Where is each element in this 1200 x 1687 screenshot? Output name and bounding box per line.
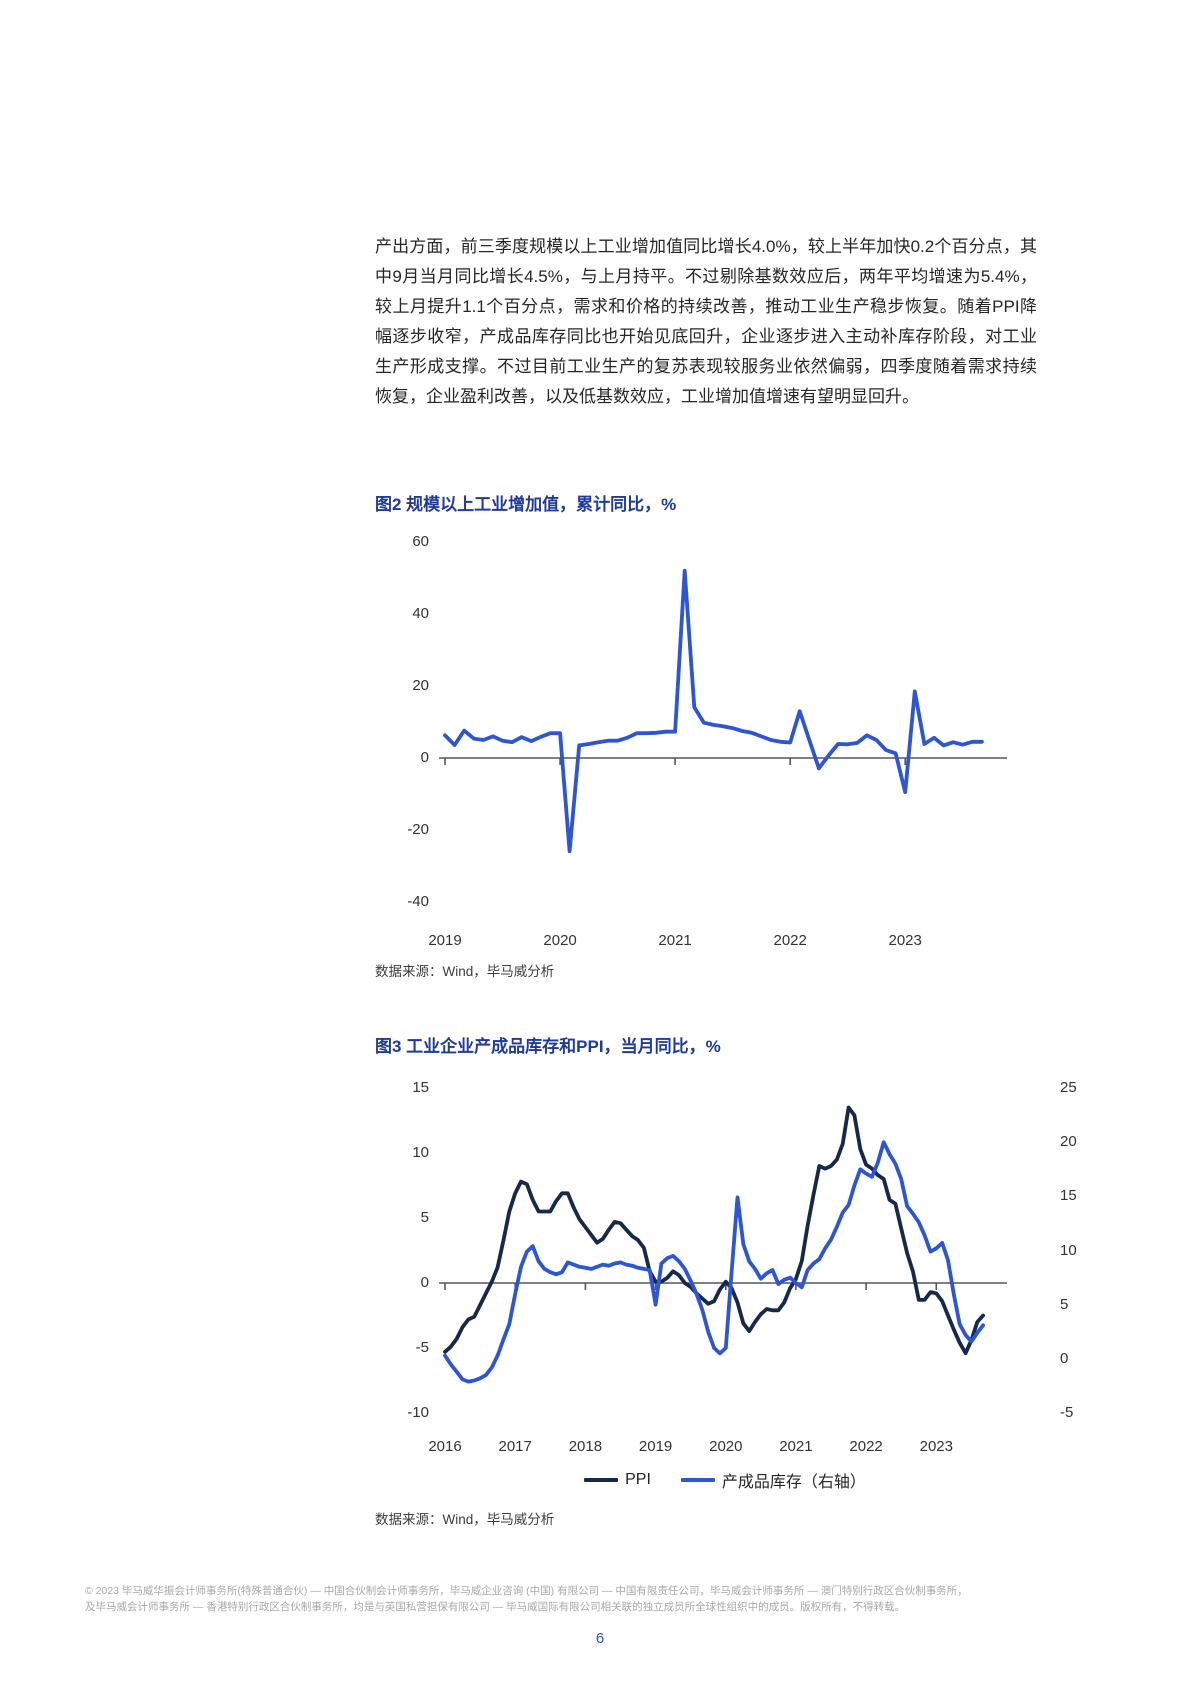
x-axis-label: 2018 bbox=[568, 1438, 603, 1455]
figure3-line-chart: PPI 产成品库存（右轴） 15 10 5 0 -5 -10 25 20 15 10 5 0 -5 201… bbox=[375, 1060, 1095, 1492]
x-axis-label: 2019 bbox=[638, 1438, 673, 1455]
inventory-line-swatch bbox=[680, 1478, 715, 1482]
y-axis-label: 20 bbox=[412, 677, 429, 694]
figure3-source: 数据来源：Wind，毕马威分析 bbox=[375, 1512, 555, 1527]
right-y-axis-label: 25 bbox=[1060, 1079, 1077, 1096]
x-axis-label: 2021 bbox=[658, 932, 692, 949]
x-axis-label: 2023 bbox=[919, 1438, 953, 1455]
right-y-axis-label: -5 bbox=[1060, 1404, 1074, 1421]
x-axis-label: 2021 bbox=[779, 1438, 813, 1455]
copyright-footer-line1: © 2023 毕马威华振会计师事务所(特殊普通合伙) — 中国合伙制会计师事务所… bbox=[85, 1585, 968, 1597]
right-y-axis-label: 5 bbox=[1060, 1295, 1069, 1313]
x-axis-line bbox=[439, 757, 1007, 765]
figure3-title: 图3 工业企业产成品库存和PPI，当月同比，% bbox=[375, 1037, 721, 1056]
y-axis-label: 0 bbox=[420, 1274, 429, 1291]
legend-label-inventory: 产成品库存（右轴） bbox=[721, 1474, 866, 1491]
x-axis-label: 2016 bbox=[428, 1438, 462, 1455]
y-axis-label: 15 bbox=[412, 1079, 429, 1096]
figure3-legend: PPI 产成品库存（右轴） bbox=[375, 1468, 1075, 1492]
series-line-PPI bbox=[443, 1105, 985, 1356]
copyright-footer-line2: 及毕马威会计师事务所 — 香港特别行政区合伙制事务所，均是与英国私营担保有限公司… bbox=[85, 1601, 906, 1614]
y-axis-label: -10 bbox=[407, 1404, 429, 1421]
y-axis-label: 10 bbox=[412, 1144, 429, 1161]
figure2-plot-area bbox=[439, 568, 1007, 854]
figure2-title: 图2 规模以上工业增加值，累计同比，% bbox=[375, 495, 677, 514]
right-y-axis-label: 20 bbox=[1060, 1133, 1077, 1151]
ppi-line-swatch bbox=[584, 1478, 619, 1482]
right-y-axis-label: 0 bbox=[1060, 1349, 1069, 1367]
figure2-line-chart: 60 40 20 0 -20 -40 2019 2020 2021 2022 2023 bbox=[375, 520, 1095, 960]
series-line-产成品库存（右轴） bbox=[443, 1140, 985, 1384]
legend-item-ppi: PPI bbox=[584, 1471, 651, 1489]
y-axis-label: 5 bbox=[420, 1209, 429, 1226]
y-axis-label: 0 bbox=[420, 749, 429, 766]
figure3-plot-area bbox=[439, 1105, 1007, 1384]
x-axis-label: 2017 bbox=[498, 1438, 532, 1455]
x-axis-label: 2020 bbox=[543, 932, 577, 949]
right-y-axis-label: 10 bbox=[1060, 1241, 1077, 1259]
x-axis-label: 2022 bbox=[849, 1438, 883, 1455]
legend-item-inventory: 产成品库存（右轴） bbox=[680, 1468, 866, 1492]
legend-label-ppi: PPI bbox=[625, 1471, 651, 1488]
copyright-footer: © 2023 毕马威华振会计师事务所(特殊普通合伙) — 中国合伙制会计师事务所… bbox=[85, 1583, 1117, 1616]
y-axis-label: -20 bbox=[407, 821, 429, 838]
right-y-axis-label: 15 bbox=[1060, 1187, 1077, 1205]
x-axis-label: 2022 bbox=[773, 932, 807, 949]
figure2-source: 数据来源：Wind，毕马威分析 bbox=[375, 964, 555, 979]
series-line-规模以上工业增加值 bbox=[443, 568, 984, 854]
y-axis-label: 40 bbox=[412, 605, 429, 622]
y-axis-label: -40 bbox=[407, 893, 429, 910]
y-axis-label: -5 bbox=[415, 1339, 429, 1356]
x-axis-label: 2020 bbox=[709, 1438, 743, 1455]
y-axis-label: 60 bbox=[412, 533, 429, 550]
page-number: 6 bbox=[595, 1630, 605, 1647]
x-axis-label: 2019 bbox=[428, 932, 462, 949]
body-paragraph: 产出方面，前三季度规模以上工业增加值同比增长4.0%，较上半年加快0.2个百分点… bbox=[375, 237, 1037, 406]
x-axis-label: 2023 bbox=[888, 932, 922, 949]
